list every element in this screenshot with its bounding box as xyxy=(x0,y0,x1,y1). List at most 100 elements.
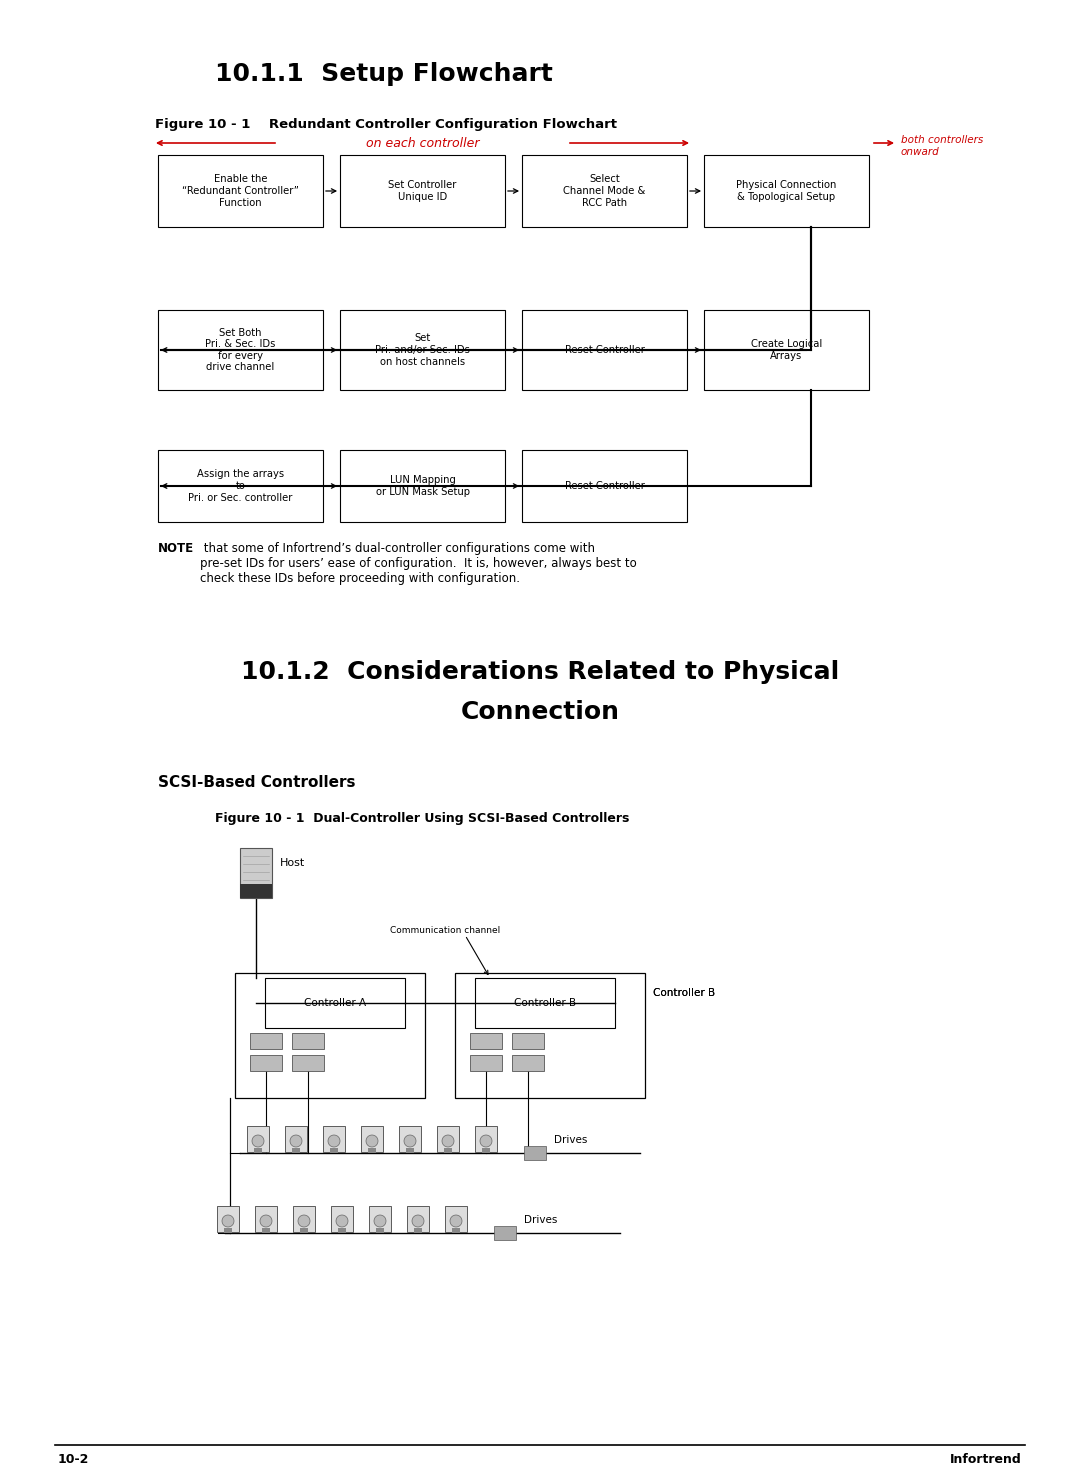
Text: Set Controller
Unique ID: Set Controller Unique ID xyxy=(389,180,457,202)
Text: 10.1.2  Considerations Related to Physical: 10.1.2 Considerations Related to Physica… xyxy=(241,660,839,683)
Text: Set
Pri. and/or Sec. IDs
on host channels: Set Pri. and/or Sec. IDs on host channel… xyxy=(375,334,470,366)
Text: that some of Infortrend’s dual-controller configurations come with
pre-set IDs f: that some of Infortrend’s dual-controlle… xyxy=(200,542,637,584)
Circle shape xyxy=(480,1135,492,1147)
Bar xyxy=(293,1206,315,1232)
Text: Infortrend: Infortrend xyxy=(950,1452,1022,1466)
Bar xyxy=(475,979,615,1027)
Bar xyxy=(470,1055,502,1072)
Bar xyxy=(524,1145,546,1160)
Bar xyxy=(340,450,505,523)
Circle shape xyxy=(404,1135,416,1147)
Bar xyxy=(369,1206,391,1232)
Text: on each controller: on each controller xyxy=(366,136,480,149)
Text: Drives: Drives xyxy=(524,1215,557,1225)
Circle shape xyxy=(442,1135,454,1147)
Bar xyxy=(300,1228,308,1232)
Circle shape xyxy=(291,1135,302,1147)
Circle shape xyxy=(450,1215,462,1227)
Bar xyxy=(240,884,272,897)
Circle shape xyxy=(328,1135,340,1147)
Bar xyxy=(475,1126,497,1151)
Circle shape xyxy=(374,1215,386,1227)
Bar xyxy=(399,1126,421,1151)
Text: Drives: Drives xyxy=(554,1135,588,1145)
Bar xyxy=(704,155,869,227)
Bar xyxy=(376,1228,384,1232)
Bar xyxy=(217,1206,239,1232)
Text: Reset Controller: Reset Controller xyxy=(565,345,645,356)
Bar xyxy=(265,979,405,1027)
Text: Host: Host xyxy=(280,858,306,868)
Bar xyxy=(158,155,323,227)
Circle shape xyxy=(366,1135,378,1147)
Bar xyxy=(255,1206,276,1232)
Text: Controller A: Controller A xyxy=(303,998,366,1008)
Bar xyxy=(249,1033,282,1049)
Text: Figure 10 - 1    Redundant Controller Configuration Flowchart: Figure 10 - 1 Redundant Controller Confi… xyxy=(156,118,617,131)
Bar xyxy=(445,1206,467,1232)
Text: Controller B: Controller B xyxy=(653,987,715,998)
Circle shape xyxy=(336,1215,348,1227)
Text: Create Logical
Arrays: Create Logical Arrays xyxy=(751,339,822,360)
Bar xyxy=(340,155,505,227)
Bar xyxy=(453,1228,460,1232)
Text: Controller B: Controller B xyxy=(514,998,576,1008)
Bar xyxy=(470,1033,502,1049)
Bar xyxy=(414,1228,422,1232)
Bar xyxy=(262,1228,270,1232)
Circle shape xyxy=(411,1215,424,1227)
Bar xyxy=(361,1126,383,1151)
Circle shape xyxy=(222,1215,234,1227)
Bar xyxy=(522,310,687,390)
Bar xyxy=(158,310,323,390)
Text: both controllers
onward: both controllers onward xyxy=(901,134,983,156)
Bar xyxy=(444,1148,453,1153)
Bar xyxy=(406,1148,414,1153)
Bar xyxy=(522,450,687,523)
Text: NOTE: NOTE xyxy=(158,542,194,555)
Bar xyxy=(522,155,687,227)
Bar xyxy=(158,450,323,523)
Text: Physical Connection
& Topological Setup: Physical Connection & Topological Setup xyxy=(737,180,837,202)
Bar xyxy=(368,1148,376,1153)
Bar xyxy=(437,1126,459,1151)
Text: Connection: Connection xyxy=(460,700,620,725)
Bar xyxy=(512,1033,544,1049)
Bar xyxy=(494,1227,516,1240)
Text: 10-2: 10-2 xyxy=(58,1452,90,1466)
Bar xyxy=(407,1206,429,1232)
Bar xyxy=(285,1126,307,1151)
Bar xyxy=(330,1148,338,1153)
Bar xyxy=(323,1126,345,1151)
Circle shape xyxy=(298,1215,310,1227)
Bar xyxy=(235,973,426,1098)
Text: Communication channel: Communication channel xyxy=(390,925,500,934)
Text: Reset Controller: Reset Controller xyxy=(565,481,645,492)
Text: Enable the
“Redundant Controller”
Function: Enable the “Redundant Controller” Functi… xyxy=(183,174,299,208)
Bar xyxy=(292,1033,324,1049)
Bar xyxy=(292,1055,324,1072)
Text: LUN Mapping
or LUN Mask Setup: LUN Mapping or LUN Mask Setup xyxy=(376,475,470,497)
Bar xyxy=(455,973,645,1098)
Text: 10.1.1  Setup Flowchart: 10.1.1 Setup Flowchart xyxy=(215,62,553,86)
Bar xyxy=(338,1228,346,1232)
Text: Figure 10 - 1  Dual-Controller Using SCSI-Based Controllers: Figure 10 - 1 Dual-Controller Using SCSI… xyxy=(215,812,630,825)
Bar xyxy=(240,849,272,897)
Bar xyxy=(254,1148,262,1153)
Text: Controller B: Controller B xyxy=(653,987,715,998)
Text: Set Both
Pri. & Sec. IDs
for every
drive channel: Set Both Pri. & Sec. IDs for every drive… xyxy=(205,328,275,372)
Text: Assign the arrays
to
Pri. or Sec. controller: Assign the arrays to Pri. or Sec. contro… xyxy=(188,469,293,503)
Bar xyxy=(704,310,869,390)
Bar xyxy=(224,1228,232,1232)
Bar xyxy=(249,1055,282,1072)
Bar xyxy=(482,1148,490,1153)
Text: Select
Channel Mode &
RCC Path: Select Channel Mode & RCC Path xyxy=(564,174,646,208)
Bar xyxy=(330,1206,353,1232)
Bar xyxy=(340,310,505,390)
Text: SCSI-Based Controllers: SCSI-Based Controllers xyxy=(158,775,355,790)
Circle shape xyxy=(260,1215,272,1227)
Bar xyxy=(247,1126,269,1151)
Bar xyxy=(292,1148,300,1153)
Circle shape xyxy=(252,1135,264,1147)
Bar xyxy=(512,1055,544,1072)
